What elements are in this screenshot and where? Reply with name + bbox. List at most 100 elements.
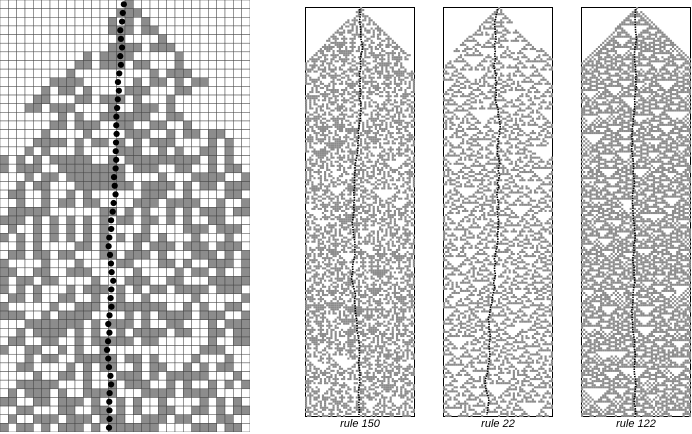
panel-cell: [343, 91, 346, 94]
panel-cell: [366, 228, 369, 231]
panel-cell: [311, 117, 314, 120]
panel-cell: [376, 107, 380, 110]
panel-cell: [313, 226, 316, 229]
panel-cell: [393, 41, 396, 44]
panel-cell: [393, 138, 396, 141]
grid-cell: [141, 353, 151, 364]
panel-cell: [383, 283, 386, 286]
panel-cell: [340, 238, 344, 241]
panel-cell: [400, 80, 403, 83]
panel-cell: [313, 279, 316, 282]
panel-cell: [334, 216, 337, 219]
panel-cell: [321, 109, 325, 112]
panel-cell: [317, 168, 320, 171]
panel-cell: [368, 160, 371, 163]
panel-cell: [338, 224, 341, 227]
panel-cell: [347, 25, 350, 28]
grid-cell: [141, 371, 151, 381]
grid-cell: [133, 172, 142, 182]
grid-cell: [216, 414, 226, 424]
grid-cell: [191, 405, 201, 415]
panel-cell: [336, 244, 339, 247]
grid-cell: [24, 120, 34, 130]
panel-cell: [376, 54, 380, 57]
grid-cell: [49, 146, 59, 156]
grid-cell: [208, 42, 217, 53]
panel-cell: [387, 74, 390, 77]
grid-cell: [74, 8, 84, 18]
panel-cell: [349, 279, 352, 282]
grid-cell: [241, 155, 250, 165]
panel-cell: [326, 253, 329, 256]
panel-cell: [330, 62, 333, 65]
panel-cell: [395, 121, 399, 124]
panel-cell: [311, 56, 314, 59]
panel-cell: [334, 101, 337, 104]
grid-cell: [183, 302, 192, 312]
panel-cell: [330, 35, 333, 38]
panel-cell: [383, 148, 386, 151]
panel-cell: [353, 17, 356, 20]
panel-cell: [400, 294, 403, 297]
panel-cell: [360, 150, 363, 153]
panel-cell: [391, 199, 394, 202]
panel-cell: [400, 271, 403, 274]
grid-cell: [16, 310, 26, 320]
grid-cell: [174, 233, 184, 243]
grid-cell: [183, 0, 192, 9]
panel-cell: [398, 68, 401, 71]
panel-cell: [391, 216, 394, 219]
panel-cell: [391, 203, 394, 206]
panel-cell: [387, 240, 390, 243]
panel-cell: [353, 121, 356, 124]
grid-cell: [8, 155, 17, 165]
panel-cell: [311, 64, 314, 67]
grid-cell: [8, 336, 17, 346]
grid-cell: [99, 276, 109, 286]
panel-cell: [330, 125, 333, 128]
panel-cell: [389, 273, 392, 276]
grid-cell: [183, 112, 192, 122]
panel-cell: [389, 134, 392, 137]
panel-cell: [381, 91, 384, 94]
grid-cell: [241, 103, 250, 113]
panel-cell: [368, 150, 371, 153]
grid-cell: [124, 172, 134, 182]
panel-cell: [372, 136, 375, 139]
panel-cell: [364, 76, 367, 79]
panel-cell: [347, 279, 350, 282]
panel-cell: [357, 78, 360, 81]
panel-cell: [317, 207, 320, 210]
grid-cell: [74, 181, 84, 191]
panel-cell: [362, 97, 365, 100]
panel-cell: [336, 195, 339, 198]
panel-cell: [402, 177, 405, 180]
panel-cell: [317, 113, 320, 116]
grid-cell: [199, 362, 209, 372]
panel-cell: [340, 127, 344, 130]
grid-cell: [208, 51, 217, 61]
panel-cell: [387, 76, 390, 79]
particle-marker: [108, 269, 115, 276]
grid-cell: [74, 172, 84, 182]
grid-cell: [83, 284, 92, 295]
panel-cell: [393, 271, 396, 274]
panel-cell: [336, 146, 339, 149]
panel-cell: [311, 261, 314, 264]
grid-cell: [174, 362, 184, 372]
panel-cell: [321, 123, 325, 126]
panel-cell: [332, 236, 335, 239]
panel-cell: [317, 199, 320, 202]
grid-cell: [74, 207, 84, 217]
panel-cell: [374, 273, 377, 276]
panel-cell: [345, 70, 348, 73]
panel-cell: [362, 281, 365, 284]
panel-cell: [362, 121, 365, 124]
panel-cell: [321, 232, 325, 235]
panel-cell: [372, 248, 375, 251]
panel-cell: [368, 197, 371, 200]
panel-cell: [343, 39, 346, 42]
grid-cell: [174, 94, 184, 104]
panel-cell: [412, 287, 415, 290]
panel-cell: [321, 105, 325, 108]
